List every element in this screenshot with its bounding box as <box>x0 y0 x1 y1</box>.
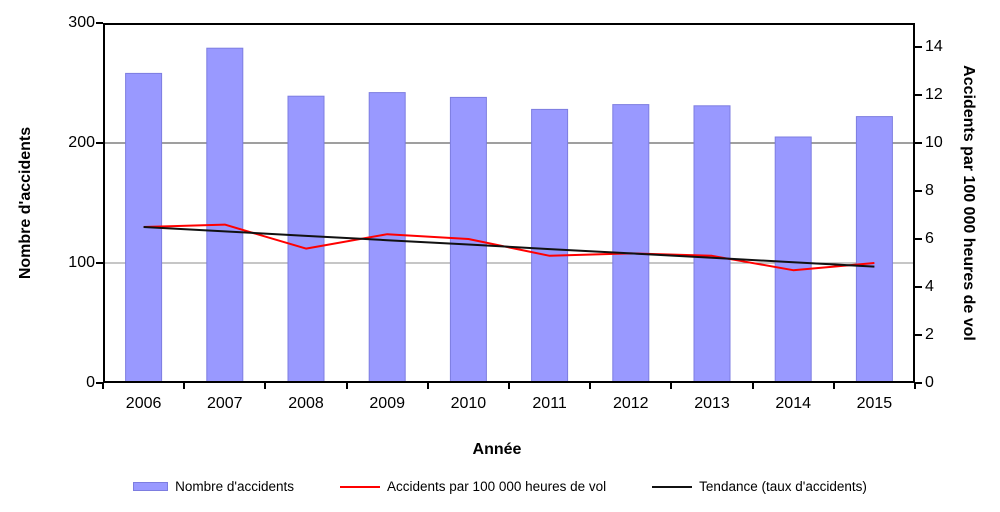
bar-2011 <box>531 108 569 383</box>
bar-2014 <box>774 136 812 383</box>
legend-line-swatch <box>340 485 381 488</box>
right-tick-label: 4 <box>925 278 934 295</box>
x-tick <box>264 383 267 389</box>
left-tick <box>96 382 103 384</box>
x-tick-label: 2011 <box>532 395 567 412</box>
right-tick <box>915 142 922 144</box>
x-tick-label: 2006 <box>125 395 162 412</box>
bar-2012 <box>612 104 650 383</box>
right-tick-label: 2 <box>925 326 934 343</box>
plot-area <box>103 23 915 383</box>
right-tick-label: 6 <box>925 230 934 247</box>
x-tick-label: 2010 <box>450 395 487 412</box>
legend-line-swatch <box>652 485 693 488</box>
right-tick-label: 10 <box>925 134 943 151</box>
x-axis-title: Année <box>472 441 522 458</box>
chart-legend: Nombre d'accidents Accidents par 100 000 … <box>0 479 1000 494</box>
left-tick-label: 0 <box>86 374 95 391</box>
right-tick <box>915 238 922 240</box>
x-tick <box>183 383 186 389</box>
x-tick <box>589 383 592 389</box>
bar-2013 <box>693 105 731 383</box>
right-tick-label: 14 <box>925 38 943 55</box>
right-tick <box>915 94 922 96</box>
plot-canvas <box>103 23 915 383</box>
left-tick-label: 200 <box>68 134 95 151</box>
legend-label: Tendance (taux d'accidents) <box>699 479 867 494</box>
x-tick <box>508 383 510 389</box>
x-tick <box>832 383 835 389</box>
right-tick-label: 0 <box>925 374 934 391</box>
right-tick <box>915 46 922 48</box>
x-tick <box>345 383 348 389</box>
x-tick-label: 2015 <box>856 395 893 412</box>
left-tick <box>96 142 103 144</box>
right-tick-label: 12 <box>925 86 943 103</box>
x-tick-label: 2014 <box>775 395 811 412</box>
x-tick-label: 2009 <box>369 395 405 412</box>
x-tick-label: 2008 <box>288 395 324 412</box>
right-tick-label: 8 <box>925 182 934 199</box>
x-tick-label: 2012 <box>612 395 649 412</box>
right-tick <box>915 382 922 384</box>
legend-item: Accidents par 100 000 heures de vol <box>340 479 606 494</box>
legend-label: Nombre d'accidents <box>175 479 295 494</box>
legend-bar-swatch <box>133 482 169 491</box>
left-tick <box>96 262 103 264</box>
x-tick <box>914 383 916 389</box>
trend-line <box>143 226 875 268</box>
left-tick <box>96 22 103 24</box>
right-tick <box>915 334 922 336</box>
bar-2007 <box>206 47 244 383</box>
legend-label: Accidents par 100 000 heures de vol <box>387 479 607 494</box>
plot-frame <box>103 23 915 383</box>
left-tick-label: 300 <box>68 14 95 31</box>
left-tick-label: 100 <box>68 254 95 271</box>
right-tick <box>915 286 922 288</box>
x-tick <box>102 383 104 389</box>
legend-item: Tendance (taux d'accidents) <box>652 479 867 494</box>
x-tick <box>670 383 673 389</box>
left-axis-title: Nombre d'accidents <box>17 126 34 280</box>
right-tick <box>915 190 922 192</box>
x-tick <box>751 383 754 389</box>
x-tick <box>426 383 429 389</box>
x-tick-label: 2013 <box>694 395 730 412</box>
right-axis-title: Accidents par 100 000 heures de vol <box>960 65 977 341</box>
x-tick-label: 2007 <box>206 395 243 412</box>
bar-2015 <box>855 116 893 383</box>
bar-2008 <box>287 95 325 383</box>
legend-item: Nombre d'accidents <box>133 479 294 494</box>
